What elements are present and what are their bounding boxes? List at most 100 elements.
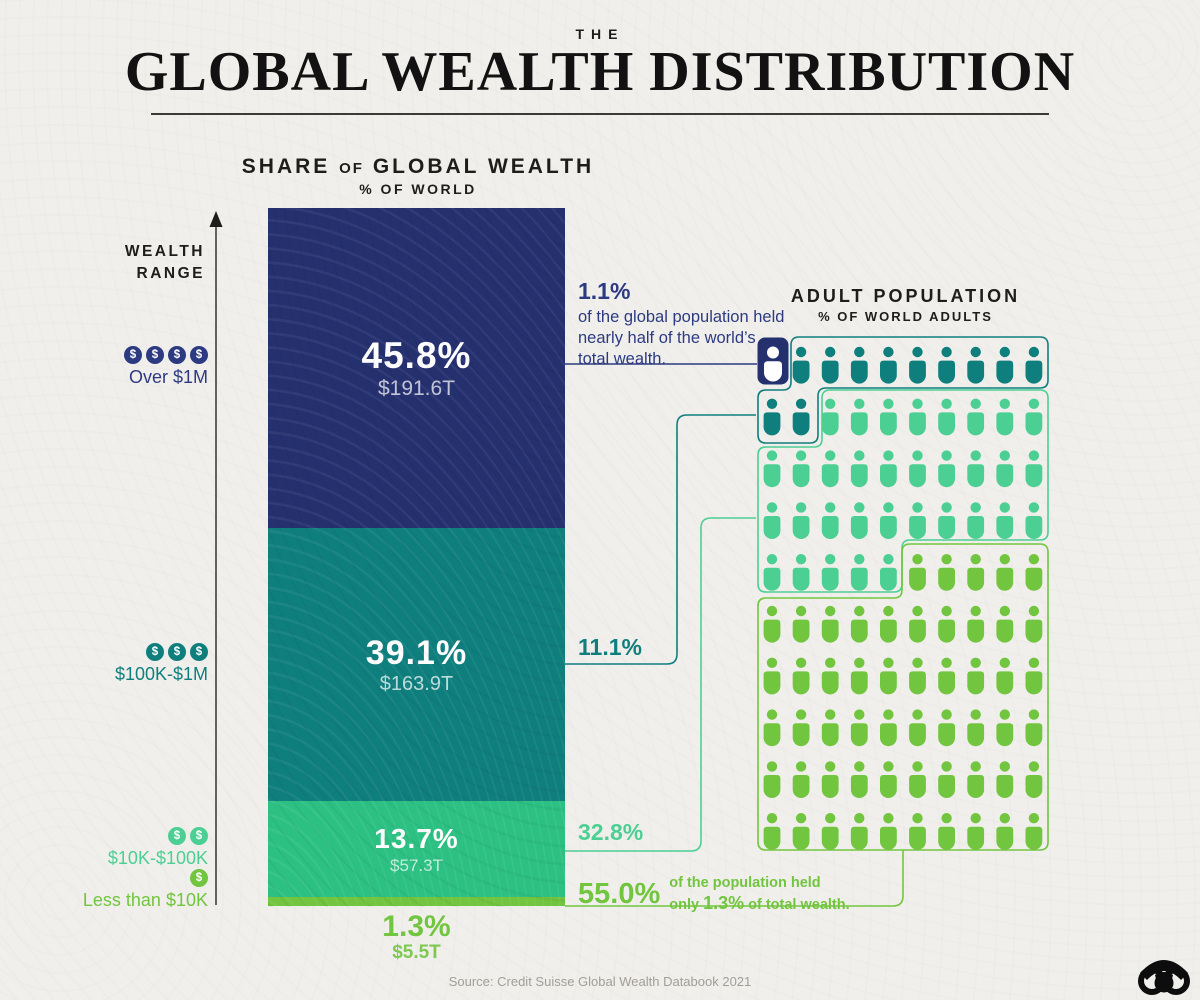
group-outline-spring — [757, 389, 1049, 593]
person-icon — [879, 761, 897, 798]
person-icon — [821, 657, 839, 695]
person-icon — [763, 813, 781, 850]
person-icon — [763, 709, 781, 747]
person-icon — [967, 554, 985, 591]
person-icon — [1025, 502, 1043, 539]
person-icon — [879, 450, 897, 488]
dollar-coin-row: $ $ $ $ — [124, 346, 208, 364]
person-icon — [967, 346, 985, 384]
person-icon — [763, 502, 781, 539]
wealth-range-label: Less than $10K — [82, 890, 208, 910]
title-divider — [151, 113, 1049, 115]
person-icon — [792, 554, 810, 591]
person-icon — [938, 450, 955, 488]
person-icon — [996, 450, 1014, 488]
bottom-segment-amount: $5.5T — [392, 942, 441, 963]
person-icon — [996, 657, 1014, 695]
bar-segment-1: 39.1% $163.9T — [268, 528, 565, 802]
dollar-coin-icon: $ — [168, 827, 186, 845]
segment-pct: 13.7% — [374, 823, 459, 855]
person-icon — [996, 346, 1014, 384]
person-icon — [938, 554, 955, 591]
person-icon — [996, 502, 1014, 539]
bar-segment-3 — [268, 897, 565, 907]
person-icon — [792, 605, 810, 643]
dollar-coin-icon: $ — [190, 869, 208, 887]
group-outline-apple — [757, 543, 1049, 851]
person-icon — [792, 502, 810, 539]
person-icon — [821, 502, 839, 539]
annotation-teal-pct: 11.1% — [578, 634, 642, 660]
segment-amount: $163.9T — [379, 672, 454, 695]
person-icon — [909, 605, 926, 643]
person-icon — [879, 813, 897, 850]
person-icon — [821, 709, 839, 747]
dollar-coin-icon: $ — [146, 346, 164, 364]
person-icon — [938, 657, 955, 695]
annotation-bottom-poor: 55.0% of the population held only 1.3% o… — [578, 874, 850, 915]
bar-segment-2: 13.7% $57.3T — [268, 801, 565, 898]
person-icon — [1025, 554, 1043, 591]
annotation-bottom-line1: of the population held — [669, 875, 821, 891]
annotation-spring-pct: 32.8% — [578, 819, 644, 845]
person-icon — [967, 502, 985, 539]
person-icon — [850, 398, 868, 436]
person-icon — [938, 761, 955, 798]
segment-amount: $57.3T — [390, 855, 443, 875]
person-icon — [850, 554, 868, 591]
person-icon — [821, 398, 839, 436]
dollar-coin-icon: $ — [168, 346, 186, 364]
person-icon — [1025, 450, 1043, 488]
person-icon — [996, 813, 1014, 850]
person-icon — [938, 346, 955, 384]
person-icon — [850, 450, 868, 488]
annotation-bottom-inline-pct: 1.3% — [703, 893, 745, 914]
person-icon — [909, 657, 926, 695]
person-icon — [967, 813, 985, 850]
person-icon — [967, 450, 985, 488]
dollar-coin-icon: $ — [190, 643, 208, 661]
person-icon — [879, 709, 897, 747]
segment-pct: 45.8% — [361, 334, 472, 376]
person-icon — [879, 554, 897, 591]
wealth-range-label: $10K-$100K — [107, 848, 208, 868]
wealth-range-label: $100K-$1M — [114, 664, 208, 684]
person-icon — [792, 450, 810, 488]
person-icon — [967, 605, 985, 643]
wealth-range-2: $ $ $10K-$100K — [0, 827, 208, 869]
person-icon — [909, 554, 926, 591]
dollar-coin-row: $ $ — [168, 827, 208, 845]
dollar-coin-row: $ — [190, 869, 208, 887]
person-icon — [763, 605, 781, 643]
connector-spring — [565, 517, 756, 852]
person-icon — [792, 398, 810, 436]
person-icon — [792, 813, 810, 850]
person-icon — [1025, 709, 1043, 747]
wealth-range-1: $ $ $ $100K-$1M — [0, 643, 208, 685]
segment-amount: $191.6T — [377, 377, 456, 401]
heading-word: GLOBAL WEALTH — [372, 155, 595, 178]
person-icon — [909, 709, 926, 747]
population-chart-subheading: % OF WORLD ADULTS — [818, 309, 993, 324]
person-icon — [850, 346, 868, 384]
person-icon — [967, 709, 985, 747]
person-icon — [850, 761, 868, 798]
person-icon — [909, 502, 926, 539]
wealth-axis-arrow — [209, 211, 223, 905]
person-icon — [850, 502, 868, 539]
person-icon — [1025, 605, 1043, 643]
person-icon — [879, 657, 897, 695]
bottom-segment-pct: 1.3% — [382, 910, 451, 943]
person-icon — [821, 761, 839, 798]
person-icon — [850, 605, 868, 643]
heading-word: SHARE — [241, 155, 331, 178]
dollar-coin-icon: $ — [168, 643, 186, 661]
person-icon — [996, 761, 1014, 798]
annotation-bottom-text: of the population held only 1.3% of tota… — [669, 874, 849, 915]
bar-segment-0: 45.8% $191.6T — [268, 208, 565, 529]
person-icon — [938, 813, 955, 850]
person-icon — [1025, 761, 1043, 798]
person-icon — [821, 346, 839, 384]
person-icon — [1025, 657, 1043, 695]
